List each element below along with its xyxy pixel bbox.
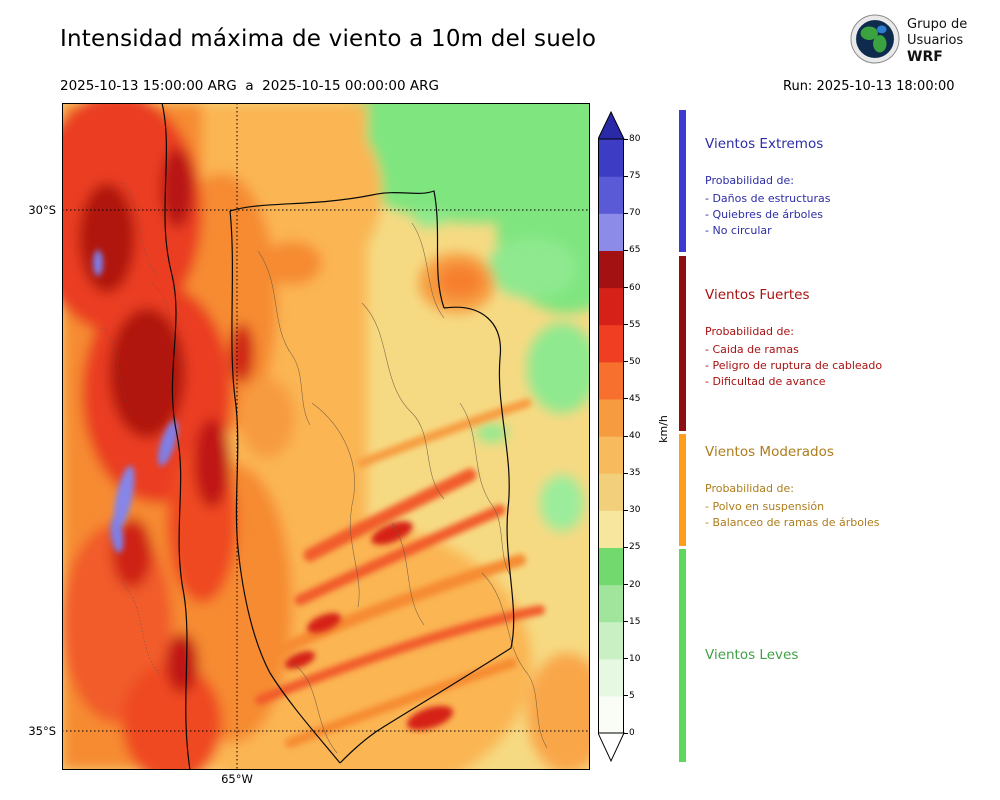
colorbar-tick-mark: [624, 621, 628, 623]
colorbar-tick-label: 35: [629, 468, 641, 479]
lat-label-35s: 35°S: [28, 724, 56, 738]
colorbar-tick-mark: [624, 324, 628, 326]
colorbar-tick-mark: [624, 695, 628, 697]
legend-item: - Polvo en suspensión: [705, 500, 825, 513]
colorbar-extend-up-icon: [598, 110, 625, 140]
colorbar-tick-mark: [624, 546, 628, 548]
legend-title-leves: Vientos Leves: [705, 647, 799, 663]
colorbar-tick-mark: [624, 658, 628, 660]
colorbar: 0 5 10 15 20 25 30 35 40 45 50 55 60 65 70 75 80 km/h: [598, 110, 678, 770]
wind-map: [62, 103, 590, 770]
colorbar-tick-label: 15: [629, 616, 641, 627]
colorbar-tick-mark: [624, 398, 628, 400]
legend-item: - Peligro de ruptura de cableado: [705, 359, 883, 372]
legend-title-fuertes: Vientos Fuertes: [705, 287, 810, 303]
legend-section-leves: Vientos Leves: [705, 647, 995, 685]
legend-prob-label: Probabilidad de:: [705, 482, 794, 495]
lat-label-30s: 30°S: [28, 203, 56, 217]
logo-line-2: Usuarios: [907, 33, 964, 48]
logo-line-wrf: WRF: [907, 49, 943, 65]
wind-intensity-raster: [62, 103, 590, 770]
colorbar-tick-label: 70: [629, 208, 641, 219]
colorbar-tick-mark: [624, 212, 628, 214]
colorbar-tick-mark: [624, 509, 628, 511]
colorbar-tick-mark: [624, 732, 628, 734]
colorbar-tick-mark: [624, 435, 628, 437]
legend-strip-moderados: [679, 434, 686, 546]
colorbar-tick-label: 20: [629, 579, 641, 590]
colorbar-scale: [598, 110, 625, 763]
legend-item: - Caida de ramas: [705, 343, 799, 356]
colorbar-tick-label: 10: [629, 653, 641, 664]
colorbar-tick-label: 40: [629, 431, 641, 441]
legend-prob-label: Probabilidad de:: [705, 325, 794, 338]
colorbar-tick-mark: [624, 361, 628, 363]
colorbar-tick-label: 65: [629, 245, 641, 256]
valid-time-range: 2025-10-13 15:00:00 ARG a 2025-10-15 00:…: [60, 78, 439, 94]
legend-item: - No circular: [705, 224, 772, 237]
colorbar-tick-label: 75: [629, 171, 641, 182]
legend-item: - Dificultad de avance: [705, 375, 826, 388]
wrf-logo: Grupo de Usuarios WRF: [850, 14, 967, 68]
legend-title-extremos: Vientos Extremos: [705, 136, 824, 152]
colorbar-tick-label: 0: [629, 728, 635, 738]
colorbar-tick-mark: [624, 138, 628, 140]
colorbar-tick-label: 50: [629, 356, 641, 367]
colorbar-tick-mark: [624, 175, 628, 177]
colorbar-tick-label: 60: [629, 282, 641, 293]
logo-line-1: Grupo de: [907, 17, 968, 32]
colorbar-tick-label: 25: [629, 542, 641, 553]
colorbar-tick-mark: [624, 584, 628, 585]
run-timestamp: Run: 2025-10-13 18:00:00: [783, 79, 955, 94]
colorbar-tick-label: 45: [629, 393, 641, 404]
legend-title-moderados: Vientos Moderados: [705, 444, 834, 460]
legend-item: - Balanceo de ramas de árboles: [705, 516, 880, 529]
globe-icon: [850, 14, 900, 68]
lon-label-65w: 65°W: [221, 772, 253, 786]
colorbar-extend-down-icon: [598, 732, 625, 763]
legend-section-fuertes: Vientos Fuertes Probabilidad de: - Caida…: [705, 287, 995, 390]
legend-strip-fuertes: [679, 256, 686, 431]
logo-text: Grupo de Usuarios WRF: [907, 17, 967, 65]
colorbar-tick-label: 80: [629, 134, 641, 144]
legend-item: - Daños de estructuras: [705, 192, 831, 205]
colorbar-tick-mark: [624, 249, 628, 251]
legend-section-moderados: Vientos Moderados Probabilidad de: - Pol…: [705, 444, 995, 531]
colorbar-tick-mark: [624, 472, 628, 474]
colorbar-tick-label: 55: [629, 319, 641, 330]
page-title: Intensidad máxima de viento a 10m del su…: [60, 26, 597, 52]
colorbar-tick-label: 30: [629, 505, 641, 516]
colorbar-tick-mark: [624, 287, 628, 288]
legend-strip-extremos: [679, 110, 686, 252]
legend-prob-label: Probabilidad de:: [705, 174, 794, 187]
legend-item: - Quiebres de árboles: [705, 208, 823, 221]
legend-section-extremos: Vientos Extremos Probabilidad de: - Daño…: [705, 136, 995, 239]
colorbar-unit-label: km/h: [657, 415, 670, 443]
legend-strip-leves: [679, 549, 686, 762]
colorbar-tick-label: 5: [629, 690, 635, 701]
